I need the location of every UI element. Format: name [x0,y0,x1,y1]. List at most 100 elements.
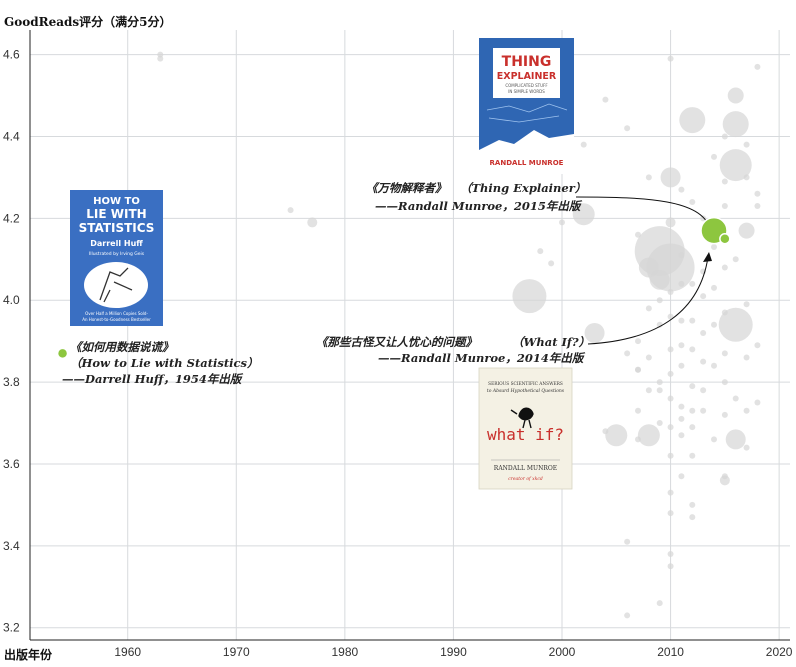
background-point [678,280,685,287]
background-point [656,297,663,304]
y-tick-labels: 3.2 3.4 3.6 3.8 4.0 4.2 4.4 4.6 [3,48,20,635]
background-point [754,63,761,70]
background-point [711,362,717,369]
background-point [743,444,750,451]
background-point [548,260,555,267]
background-point [635,338,641,345]
cover-how-to-lie-illustration [84,262,148,308]
background-point [667,452,674,459]
background-point [307,217,318,228]
background-point [645,387,652,394]
background-point [157,55,164,62]
background-point [645,354,652,361]
cover-how-to-lie: HOW TO LIE WITH STATISTICS Darrell Huff … [70,190,163,326]
background-point [718,307,753,342]
annotation-arrowhead-what-if [703,252,712,262]
background-point [711,321,717,328]
background-point [645,305,652,312]
highlighted-point-0 [56,347,69,360]
cover-what-if-credit: creator of xkcd [508,476,543,482]
cover-thing-explainer-blueprint-icon [486,103,568,123]
background-point [678,362,685,369]
y-tick-3.2: 3.2 [3,621,20,635]
background-point [635,407,641,414]
background-point [732,395,739,402]
annotation-what-if: 《那些古怪又让人忧心的问题》 （What If?） ——Randall Munr… [316,335,590,365]
background-points [157,51,761,619]
background-point [287,207,294,214]
background-point [711,436,717,443]
annotation-thing-explainer: 《万物解释者》 （Thing Explainer） ——Randall Munr… [366,181,586,213]
cover-thing-explainer-mountain-icon [479,130,574,156]
background-point [678,432,685,439]
background-point [743,354,750,361]
background-point [743,407,750,414]
annotation-thing-explainer-title: 《万物解释者》 [366,181,447,195]
background-point [584,322,605,343]
cover-what-if-header-1: SERIOUS SCIENTIFIC ANSWERS [488,382,563,387]
background-point [559,219,565,226]
background-point [656,600,663,607]
x-tick-1980: 1980 [332,645,359,659]
background-point [580,141,587,148]
cover-what-if-bg [478,367,573,490]
y-tick-4: 4.0 [3,293,20,307]
background-point [678,252,685,259]
background-point [754,399,761,406]
cover-what-if-creature-icon [510,407,534,429]
background-point [700,329,707,336]
background-point [689,514,696,521]
cover-thing-explainer-panel [493,48,560,98]
cover-how-to-lie-author: Darrell Huff [90,239,143,248]
background-point [635,366,641,373]
background-point [678,403,685,410]
background-point [743,301,750,308]
background-point [667,489,674,496]
cover-thing-explainer-author: RANDALL MUNROE [490,159,564,167]
background-point [700,293,707,300]
background-point [689,383,696,390]
background-point [667,289,674,296]
background-point [667,370,674,377]
background-point [678,317,685,324]
x-tick-labels: 1960 1970 1980 1990 2000 2010 2020 [114,645,792,659]
background-point [667,424,674,431]
background-point [689,198,696,205]
background-point [689,452,696,459]
background-point [667,313,674,320]
cover-thing-explainer-tagline-2: IN SIMPLE WORDS [508,89,545,94]
background-point [689,407,696,414]
x-axis-title: 出版年份 [4,647,53,662]
highlighted-points [56,216,731,360]
cover-what-if: SERIOUS SCIENTIFIC ANSWERS to Absurd Hyp… [478,367,573,490]
background-point [711,284,717,291]
background-point [738,222,755,239]
cover-how-to-lie-title-3: STATISTICS [79,221,155,235]
background-point [605,424,628,447]
background-point [656,379,663,386]
background-point [665,217,676,228]
x-tick-2020: 2020 [766,645,793,659]
annotation-how-to-lie-subtitle: （How to Lie with Statistics） [70,356,259,370]
annotation-how-to-lie-author: ——Darrell Huff，1954年出版 [62,372,244,386]
x-tick-2000: 2000 [549,645,576,659]
background-point [754,203,761,210]
background-point [689,346,696,353]
y-tick-4.6: 4.6 [3,48,20,62]
background-point [678,186,685,193]
background-point [727,87,744,104]
background-point [721,133,728,140]
background-point [656,420,663,427]
background-point [624,612,631,619]
x-tick-1990: 1990 [440,645,467,659]
annotation-arrow-what-if [587,256,709,345]
annotation-what-if-subtitle: （What If?） [512,335,590,349]
background-point [689,280,696,287]
y-tick-3.4: 3.4 [3,539,20,553]
background-point [700,387,707,394]
background-point [754,190,761,197]
background-point [645,174,652,181]
y-tick-4.4: 4.4 [3,129,20,143]
x-tick-1960: 1960 [114,645,141,659]
background-point [700,407,707,414]
